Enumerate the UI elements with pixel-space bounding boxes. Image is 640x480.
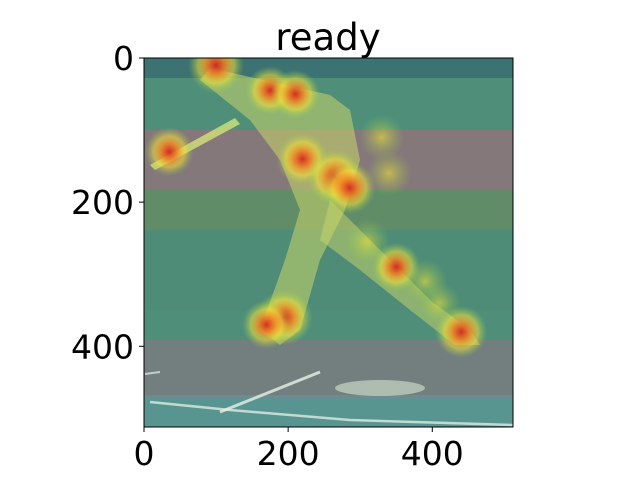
x-axis: 0 200 400 — [134, 427, 464, 473]
x-tick-label: 400 — [401, 434, 464, 473]
y-axis: 0 200 400 — [71, 39, 144, 366]
heatmap-hotspot — [366, 150, 412, 196]
x-tick-label: 0 — [134, 434, 155, 473]
heatmap-hotspots — [144, 58, 488, 359]
heatmap-hotspot — [242, 300, 291, 350]
x-tick-label: 200 — [257, 434, 320, 473]
heatmap-hotspot — [270, 69, 320, 119]
heatmap-hotspot — [144, 127, 194, 177]
y-tick-label: 0 — [113, 39, 134, 78]
heatmap-hotspot — [188, 58, 245, 94]
plot-frame — [143, 57, 514, 428]
heatmap-hotspot — [434, 305, 488, 359]
y-tick-label: 400 — [71, 327, 134, 366]
y-tick-label: 200 — [71, 183, 134, 222]
chart-title: ready — [275, 16, 380, 59]
heatmap-hotspot — [359, 114, 405, 160]
heatmap-hotspot — [323, 161, 376, 214]
heatmap-image — [144, 58, 513, 427]
